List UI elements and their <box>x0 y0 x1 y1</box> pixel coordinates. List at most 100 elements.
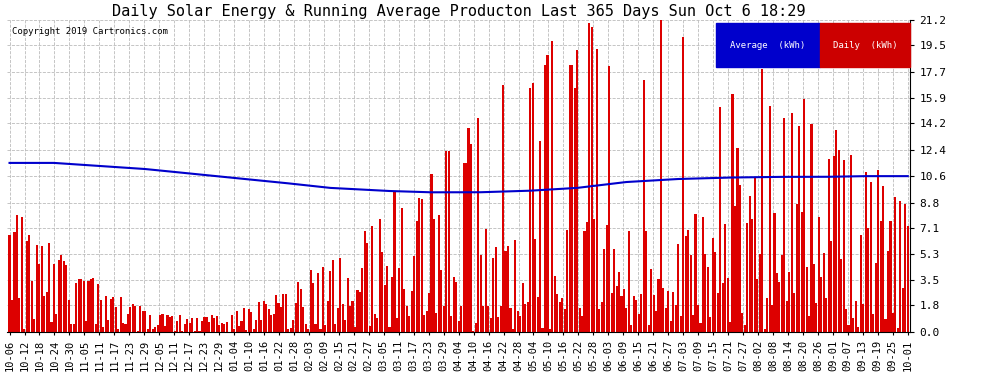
Bar <box>267 309 269 332</box>
Bar <box>408 316 410 332</box>
Bar <box>836 130 838 332</box>
Bar <box>327 301 329 332</box>
Bar <box>346 278 348 332</box>
Bar <box>712 238 714 332</box>
Bar <box>140 306 142 332</box>
Bar <box>480 255 482 332</box>
Bar <box>687 230 689 332</box>
Bar <box>147 329 148 332</box>
Bar <box>19 298 21 332</box>
Bar <box>806 267 808 332</box>
Bar <box>556 294 558 332</box>
Bar <box>650 269 652 332</box>
Bar <box>413 256 415 332</box>
Bar <box>72 324 74 332</box>
Bar <box>115 307 117 332</box>
Bar <box>354 327 356 332</box>
Bar <box>315 324 317 332</box>
Bar <box>852 318 854 332</box>
Bar <box>796 204 798 332</box>
Bar <box>781 255 783 332</box>
Bar <box>455 282 457 332</box>
Bar <box>60 255 62 332</box>
Bar <box>773 213 775 332</box>
Bar <box>77 279 79 332</box>
Bar <box>142 311 144 332</box>
Bar <box>345 321 346 332</box>
Bar <box>233 329 236 332</box>
Bar <box>887 251 889 332</box>
Bar <box>808 316 810 332</box>
Bar <box>801 212 803 332</box>
Text: Daily  (kWh): Daily (kWh) <box>833 41 897 50</box>
Bar <box>325 325 327 332</box>
Bar <box>593 219 595 332</box>
Bar <box>11 300 13 332</box>
Bar <box>724 224 727 332</box>
Bar <box>884 320 887 332</box>
Bar <box>216 316 218 332</box>
Bar <box>818 217 820 332</box>
Bar <box>626 308 628 332</box>
Bar <box>716 24 820 67</box>
Bar <box>398 268 401 332</box>
Bar <box>21 217 23 332</box>
Bar <box>137 331 139 332</box>
Bar <box>748 196 750 332</box>
Bar <box>532 83 534 332</box>
Bar <box>208 322 211 332</box>
Bar <box>717 292 719 332</box>
Bar <box>117 330 119 332</box>
Bar <box>643 80 644 332</box>
Bar <box>335 324 337 332</box>
Bar <box>75 283 77 332</box>
Bar <box>38 264 41 332</box>
Bar <box>645 231 647 332</box>
Bar <box>707 267 709 332</box>
Bar <box>525 304 527 332</box>
Bar <box>847 325 849 332</box>
Bar <box>662 288 664 332</box>
Bar <box>280 307 282 332</box>
Bar <box>816 303 818 332</box>
Bar <box>305 324 307 332</box>
Bar <box>447 152 449 332</box>
Bar <box>378 219 381 332</box>
Bar <box>446 151 447 332</box>
Bar <box>14 232 16 332</box>
Bar <box>330 271 332 332</box>
Bar <box>647 325 649 332</box>
Bar <box>894 196 897 332</box>
Bar <box>641 294 643 332</box>
Bar <box>154 327 156 332</box>
Bar <box>742 313 743 332</box>
Bar <box>561 298 563 332</box>
Bar <box>841 260 842 332</box>
Bar <box>722 283 724 332</box>
Bar <box>601 302 603 332</box>
Bar <box>231 315 233 332</box>
Bar <box>621 296 623 332</box>
Bar <box>174 331 176 332</box>
Bar <box>196 318 198 332</box>
Bar <box>381 252 383 332</box>
Bar <box>633 296 635 332</box>
Bar <box>470 144 472 332</box>
Bar <box>704 254 707 332</box>
Bar <box>16 214 18 332</box>
Bar <box>631 325 633 332</box>
Bar <box>112 297 114 332</box>
Bar <box>618 272 620 332</box>
Bar <box>539 141 542 332</box>
Bar <box>36 245 38 332</box>
Bar <box>568 65 570 332</box>
Bar <box>548 329 551 332</box>
Bar <box>34 318 36 332</box>
Bar <box>502 85 504 332</box>
Bar <box>396 318 398 332</box>
Bar <box>24 328 26 332</box>
Bar <box>793 293 795 332</box>
Bar <box>850 155 852 332</box>
Bar <box>842 160 844 332</box>
Bar <box>571 65 573 332</box>
